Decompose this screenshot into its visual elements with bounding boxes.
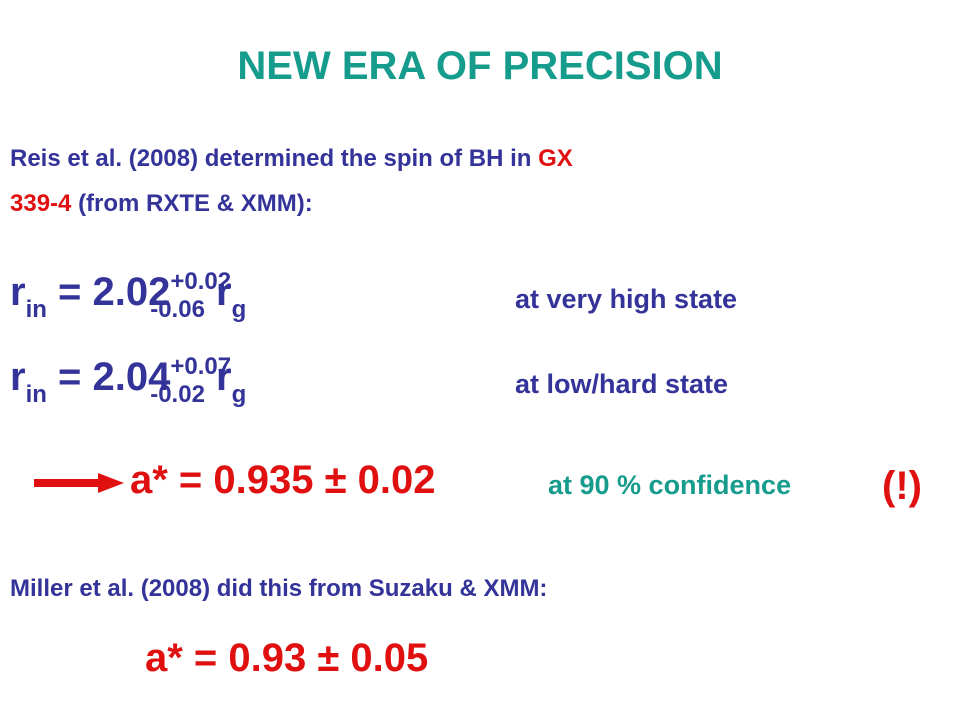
subscript: in [25, 381, 47, 408]
unit: r [216, 355, 232, 399]
subscript: in [25, 296, 47, 323]
state-note: at low/hard state [515, 369, 729, 399]
unit: r [216, 270, 232, 314]
subscript: g [231, 296, 247, 323]
intro-text: Reis et al. (2008) determined the spin o… [10, 145, 532, 172]
source-name: GX [538, 145, 573, 172]
slide-title: NEW ERA OF PRECISION [237, 44, 723, 88]
equation: rin = 2.02+0.02 -0.06 rg at very high st… [10, 268, 737, 323]
arrow [34, 473, 124, 493]
miller-intro: Miller et al. (2008) did this from Suzak… [10, 575, 548, 602]
upper-error: +0.07 [170, 353, 232, 380]
upper-error: +0.02 [170, 268, 232, 295]
equals: = 2.02 [58, 270, 171, 314]
equation: rin = 2.04+0.07 -0.02 rg at low/hard sta… [10, 353, 728, 408]
state-note: at very high state [515, 284, 738, 314]
intro-text: (from RXTE & XMM): [78, 190, 313, 217]
symbol: r [10, 355, 26, 399]
lower-error: -0.06 [150, 296, 205, 323]
result: a* = 0.935 ± 0.02 [130, 458, 436, 502]
confidence-note: at 90 % confidence [548, 470, 792, 500]
exclamation: (!) [882, 464, 922, 508]
equals: = 2.04 [58, 355, 171, 399]
arrow-head [98, 473, 124, 493]
symbol: r [10, 270, 26, 314]
lower-error: -0.02 [150, 381, 205, 408]
subscript: g [231, 381, 247, 408]
miller-result: a* = 0.93 ± 0.05 [145, 636, 429, 680]
reis-intro: Reis et al. (2008) determined the spin o… [10, 136, 573, 226]
source-name: 339-4 [10, 190, 72, 217]
